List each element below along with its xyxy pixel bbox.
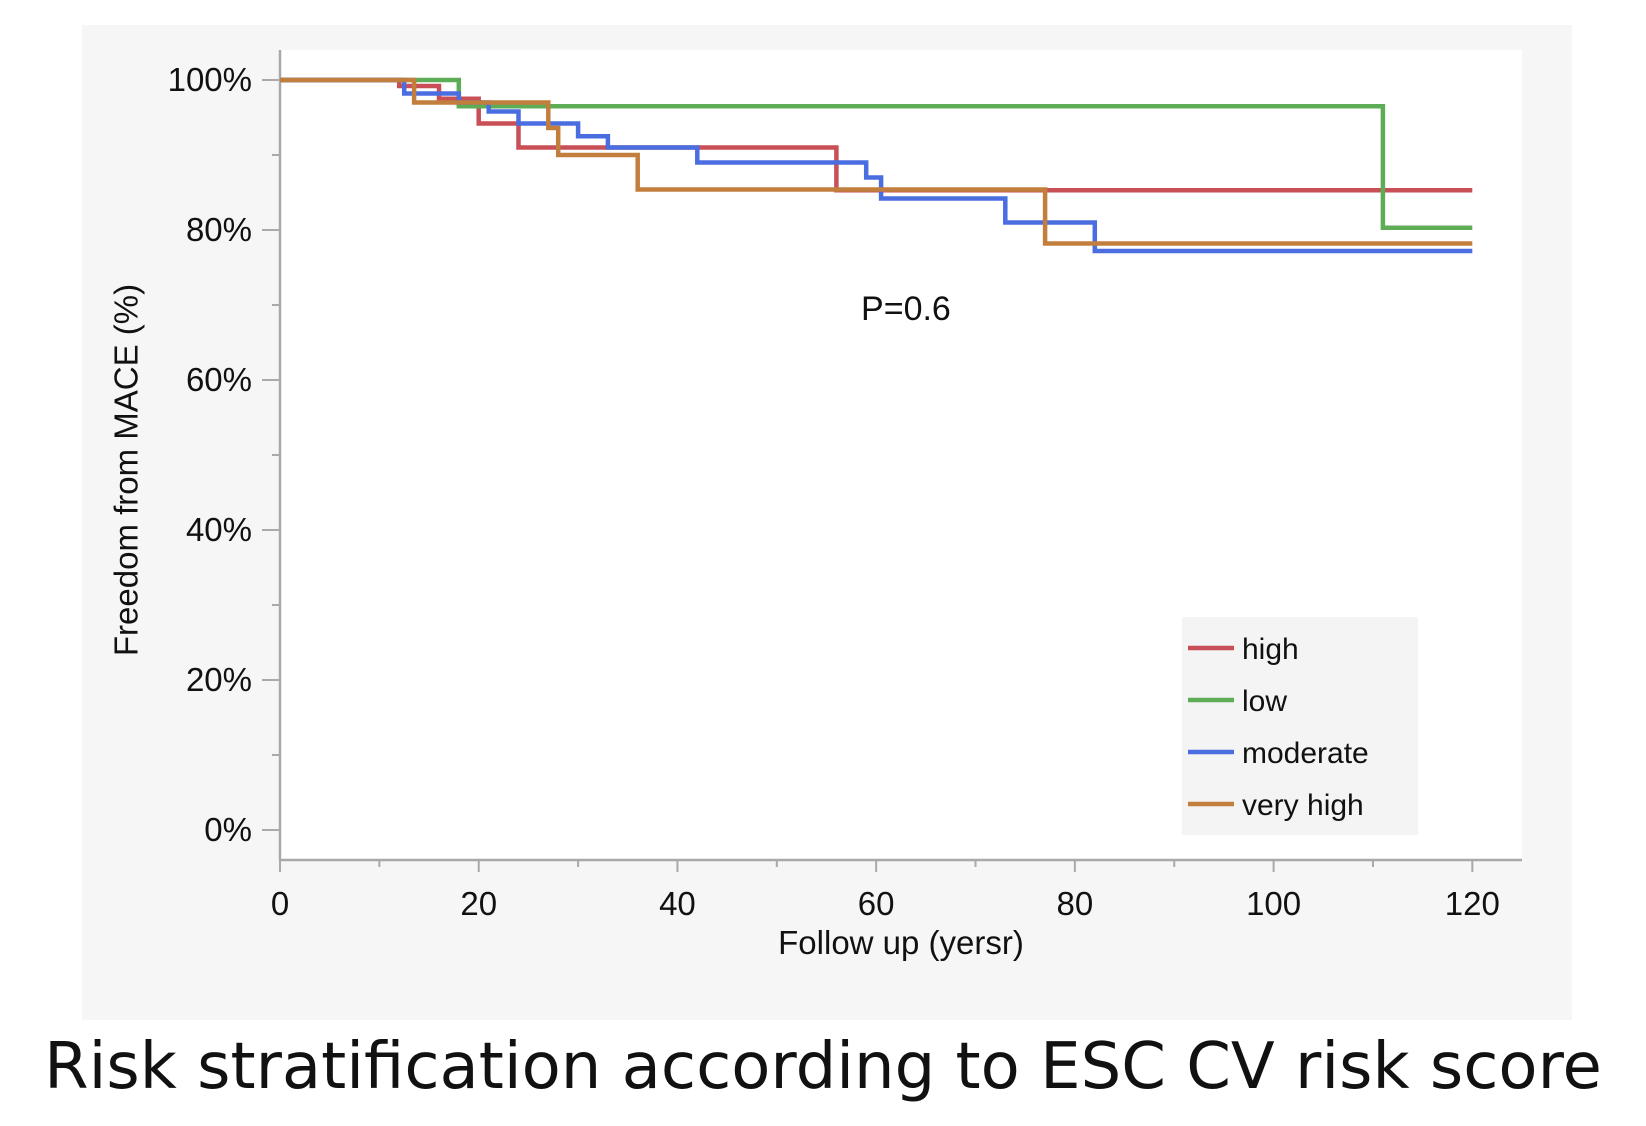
x-tick-label: 80	[1057, 885, 1094, 922]
series-line-high	[280, 77, 1473, 193]
y-tick-label: 60%	[186, 361, 252, 398]
x-tick-label: 40	[659, 885, 696, 922]
y-tick-label: 40%	[186, 511, 252, 548]
y-axis-label: Freedom from MACE (%)	[108, 284, 145, 656]
y-tick-label: 0%	[204, 811, 252, 848]
x-axis-label: Follow up (yersr)	[778, 924, 1024, 961]
x-tick-label: 60	[858, 885, 895, 922]
legend-label: very high	[1242, 789, 1364, 822]
chart-figure: 0 20 40 60 80 100 120 0% 20% 40% 60% 80% 100% P=0.6…	[82, 25, 1572, 1020]
legend-box	[1182, 617, 1418, 835]
x-tick-label: 0	[271, 885, 289, 922]
y-tick-label: 80%	[186, 211, 252, 248]
legend: high low moderate very high	[1182, 617, 1418, 835]
x-tick-label: 100	[1246, 885, 1301, 922]
x-tick-label: 120	[1445, 885, 1500, 922]
x-axis-ticks: 0 20 40 60 80 100 120	[271, 860, 1500, 922]
series-line-low	[280, 77, 1473, 231]
figure-caption: Risk stratification according to ESC CV …	[44, 1030, 1602, 1104]
survival-curves	[280, 77, 1473, 254]
legend-label: moderate	[1242, 737, 1369, 770]
p-value-annotation: P=0.6	[861, 290, 951, 328]
x-tick-label: 20	[460, 885, 497, 922]
legend-label: high	[1242, 633, 1299, 666]
y-axis-ticks: 0% 20% 40% 60% 80% 100%	[168, 61, 280, 848]
km-plot: 0 20 40 60 80 100 120 0% 20% 40% 60% 80% 100% P=0.6…	[108, 50, 1522, 961]
y-tick-label: 20%	[186, 661, 252, 698]
legend-label: low	[1242, 685, 1287, 718]
series-line-very-high	[280, 77, 1473, 246]
y-tick-label: 100%	[168, 61, 252, 98]
